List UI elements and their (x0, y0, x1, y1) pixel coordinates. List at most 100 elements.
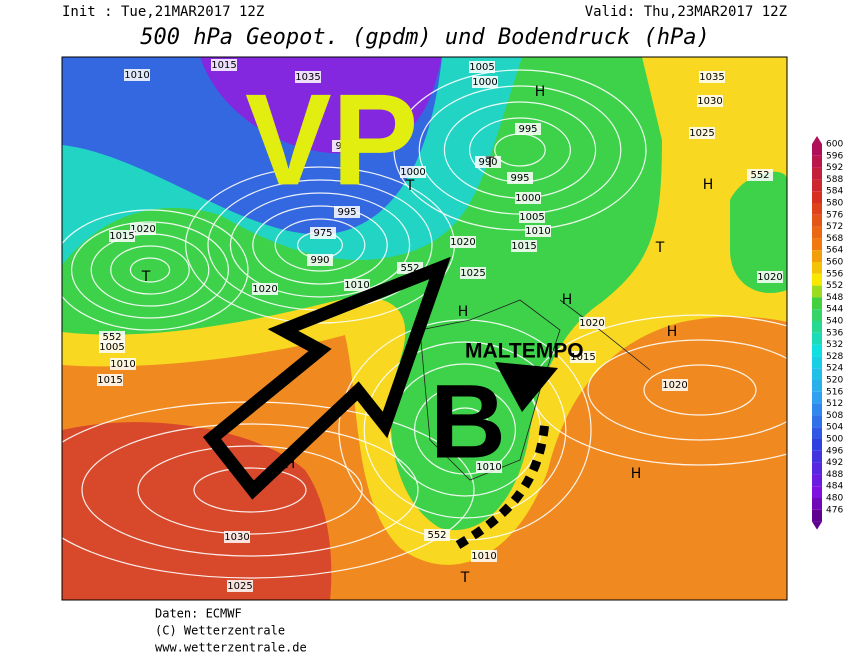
pressure-center: H (535, 84, 546, 100)
colorbar-cell (812, 509, 822, 522)
colorbar-label: 568 (826, 234, 843, 244)
isobar-label-bg (511, 240, 537, 252)
isobar-label-bg (689, 127, 715, 139)
isobar (439, 407, 491, 453)
pressure-center: T (460, 570, 470, 586)
isobar-label-bg (224, 531, 250, 543)
isobar-label-bg (334, 206, 360, 218)
isobar-label-bg (519, 211, 545, 223)
isobar-label: 1025 (460, 268, 485, 279)
isobar-labels: 1010 1015 1035 1005 1000 1035 1030 995 1025 990 99… (97, 59, 783, 592)
isobar-label: 1010 (110, 359, 135, 370)
colorbar-cap (812, 136, 822, 144)
field-green-east (730, 171, 787, 294)
colorbar-cell (812, 415, 822, 428)
colorbar-cell (812, 214, 822, 227)
isobar-label: 1030 (697, 96, 722, 107)
big-arrow (202, 256, 451, 500)
pressure-center: T (141, 269, 151, 285)
isobar-label: 1020 (252, 284, 277, 295)
isobar-label-bg (109, 230, 135, 242)
colorbar-label: 552 (826, 281, 843, 291)
isobar-label-bg (110, 358, 136, 370)
pressure-center: T (405, 178, 415, 194)
isobar-label-bg (570, 351, 596, 363)
isobar-label: 985 (335, 141, 354, 152)
colorbar-label: 588 (826, 175, 843, 185)
colorbar-label: 536 (826, 328, 843, 338)
isobar-label: 1030 (224, 532, 249, 543)
isobar-label: 1010 (525, 226, 550, 237)
footer-copyright: (C) Wetterzentrale (155, 624, 285, 638)
colorbar-label: 548 (826, 293, 843, 303)
isobar-label-bg (472, 76, 498, 88)
isobar-label: 1005 (519, 212, 544, 223)
isobar-label-bg (211, 59, 237, 71)
pressure-center: T (485, 155, 495, 171)
isobar-label-bg (344, 279, 370, 291)
colorbar-cell (812, 368, 822, 380)
colorbar-cell (812, 273, 822, 286)
isobar-label-bg (697, 95, 723, 107)
colorbar-label: 504 (826, 423, 843, 433)
colorbar-label: 488 (826, 470, 843, 480)
isobar-label: 1015 (97, 375, 122, 386)
pressure-center: H (667, 324, 678, 340)
colorbar-cell (812, 474, 822, 487)
colorbar-cell (812, 344, 822, 357)
colorbar-cell (812, 238, 822, 251)
isobar-label: 995 (518, 124, 537, 135)
isobar (252, 205, 388, 285)
colorbar-cell (812, 356, 822, 369)
colorbar-label: 544 (826, 305, 843, 315)
isobar-label: 552 (750, 170, 769, 181)
colorbar-label: 580 (826, 199, 843, 209)
colorbar-cell (812, 439, 822, 451)
isobar-label-bg (662, 379, 688, 391)
pressure-center: H (703, 177, 714, 193)
pressure-center: H (458, 304, 469, 320)
colorbar-cell (812, 403, 822, 416)
colorbar-label: 528 (826, 352, 843, 362)
map-frame (61, 56, 788, 601)
colorbar-label: 500 (826, 435, 843, 445)
pressure-center: T (655, 240, 665, 256)
isobar-label: 1010 (476, 462, 501, 473)
colorbar-label: 520 (826, 376, 843, 386)
colorbar-label: 492 (826, 458, 843, 468)
map-field: 1010 1015 1035 1005 1000 1035 1030 995 1025 990 99… (62, 57, 787, 600)
dotted-arrow-head (495, 362, 558, 412)
isobar-label-bg (471, 550, 497, 562)
colorbar-label: 484 (826, 482, 843, 492)
colorbar-label: 516 (826, 387, 843, 397)
b-annotation: B (430, 364, 506, 481)
isobar-label-bg (97, 374, 123, 386)
isobar-label: 1020 (450, 237, 475, 248)
isobar (229, 192, 411, 298)
isobar (110, 245, 190, 295)
isobar (81, 423, 419, 557)
isobar-label: 552 (102, 332, 121, 343)
isobar-label-bg (295, 71, 321, 83)
init-time: Init : Tue,21MAR2017 12Z (62, 4, 264, 20)
field-purple (200, 57, 442, 154)
isobar-label: 1020 (579, 318, 604, 329)
colorbar-cap (812, 521, 822, 530)
isobar-label: 990 (310, 255, 329, 266)
colorbar-label: 576 (826, 210, 843, 220)
colorbar-label: 600 (826, 140, 843, 150)
colorbar-cell (812, 155, 822, 168)
isobar-label-bg (124, 69, 150, 81)
isobar-label-bg (450, 236, 476, 248)
colorbar-label: 524 (826, 364, 843, 374)
isobar-label-bg (699, 71, 725, 83)
isobar-label-bg (307, 254, 333, 266)
isobar-label-bg (507, 172, 533, 184)
isobar-label-bg (130, 223, 156, 235)
isobar-label: 1000 (400, 167, 425, 178)
isobar-label-bg (515, 123, 541, 135)
colorbar-label: 532 (826, 340, 843, 350)
colorbar-cell (812, 203, 822, 215)
colorbar-cell (812, 191, 822, 203)
